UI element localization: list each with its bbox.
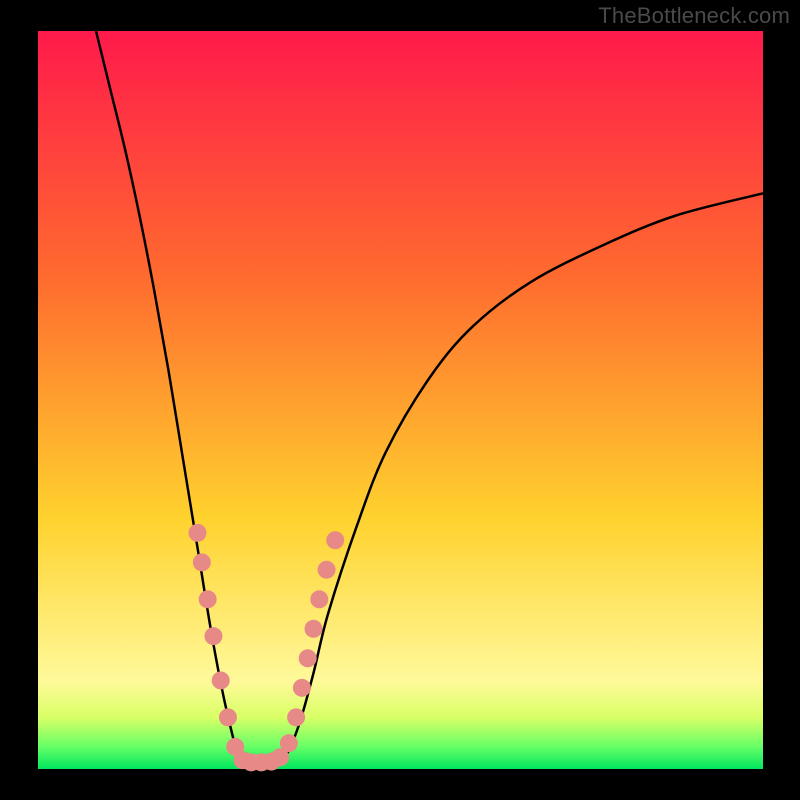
data-marker	[189, 524, 207, 542]
data-marker	[287, 708, 305, 726]
data-marker	[326, 531, 344, 549]
data-marker	[199, 590, 217, 608]
bottleneck-curve	[96, 31, 763, 767]
data-marker	[219, 708, 237, 726]
data-marker	[280, 734, 298, 752]
data-marker	[299, 649, 317, 667]
data-marker	[212, 671, 230, 689]
chart-stage: TheBottleneck.com	[0, 0, 800, 800]
data-marker	[204, 627, 222, 645]
data-marker	[310, 590, 328, 608]
data-marker	[193, 553, 211, 571]
data-marker	[318, 561, 336, 579]
data-marker	[305, 620, 323, 638]
data-marker	[293, 679, 311, 697]
chart-overlay	[0, 0, 800, 800]
